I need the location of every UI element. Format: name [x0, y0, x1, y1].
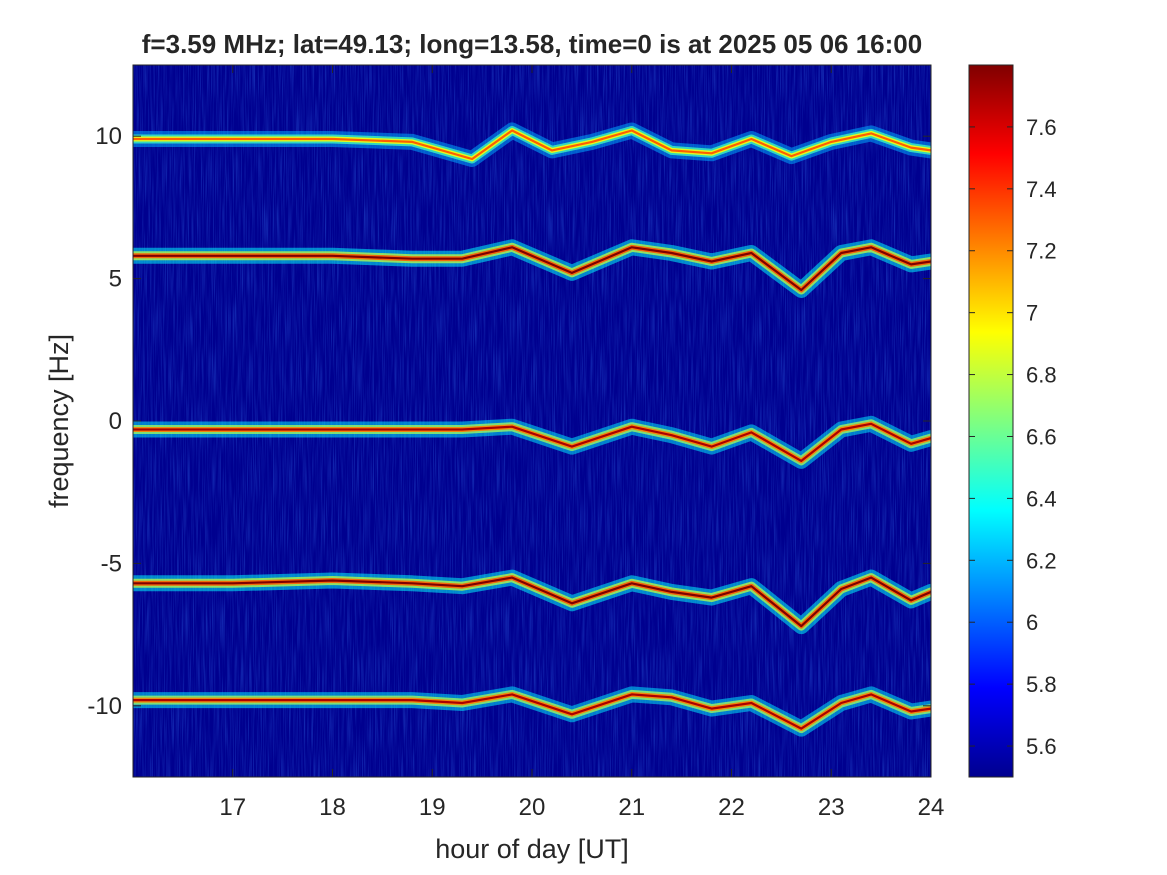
- y-tick-label: -10: [87, 693, 122, 720]
- x-tick-label: 24: [918, 794, 945, 821]
- y-tick-label: 10: [95, 123, 122, 150]
- colorbar-tick-label: 7.6: [1026, 115, 1057, 140]
- colorbar-tick-label: 6.8: [1026, 363, 1057, 388]
- y-tick-label: 0: [109, 408, 122, 435]
- x-tick-label: 23: [818, 794, 845, 821]
- y-tick-label: -5: [101, 550, 122, 577]
- y-axis-label: frequency [Hz]: [44, 334, 74, 508]
- trace-1-layer-4: [133, 129, 931, 161]
- trace-3-layer-4: [133, 422, 931, 462]
- colorbar-tick-label: 7: [1026, 301, 1038, 326]
- chart-title: f=3.59 MHz; lat=49.13; long=13.58, time=…: [142, 29, 922, 59]
- colorbar-tick-label: 6.4: [1026, 486, 1057, 511]
- x-tick-label: 17: [219, 794, 246, 821]
- colorbar-tick-label: 7.4: [1026, 177, 1057, 202]
- colorbar-tick-label: 5.8: [1026, 672, 1057, 697]
- x-tick-label: 18: [319, 794, 346, 821]
- y-tick-label: 5: [109, 266, 122, 293]
- colorbar: 5.6 5.8 6 6.2 6.4 6.6 6.8 7 7.2 7.4 7.6: [968, 64, 1057, 778]
- colorbar-tick-label: 7.2: [1026, 239, 1057, 264]
- trace-4-layer-4: [133, 576, 931, 628]
- spectral-traces: [133, 122, 931, 737]
- x-tick-label: 20: [519, 794, 546, 821]
- colorbar-tick-label: 6.2: [1026, 548, 1057, 573]
- trace-5-layer-4: [133, 693, 931, 730]
- colorbar-ticks: 5.6 5.8 6 6.2 6.4 6.6 6.8 7 7.2 7.4 7.6: [969, 115, 1057, 759]
- x-tick-label: 21: [618, 794, 645, 821]
- x-axis-label: hour of day [UT]: [435, 834, 629, 864]
- colorbar-tick-label: 5.6: [1026, 734, 1057, 759]
- noise-texture: [133, 65, 931, 777]
- y-axis: 10 5 0 -5 -10: [87, 123, 931, 720]
- x-tick-label: 19: [419, 794, 446, 821]
- colorbar-frame: [968, 64, 1014, 778]
- trace-2-layer-4: [133, 246, 931, 292]
- plot-area: [132, 64, 932, 778]
- trace-2: [133, 239, 931, 298]
- colorbar-gradient: [969, 65, 1013, 777]
- colorbar-tick-label: 6: [1026, 610, 1038, 635]
- trace-1: [133, 122, 931, 167]
- colorbar-tick-label: 6.6: [1026, 424, 1057, 449]
- trace-4: [133, 569, 931, 635]
- x-axis: 17 18 19 20 21 22 23 24: [219, 65, 944, 821]
- trace-5: [133, 686, 931, 737]
- x-tick-label: 22: [718, 794, 745, 821]
- trace-3: [133, 415, 931, 469]
